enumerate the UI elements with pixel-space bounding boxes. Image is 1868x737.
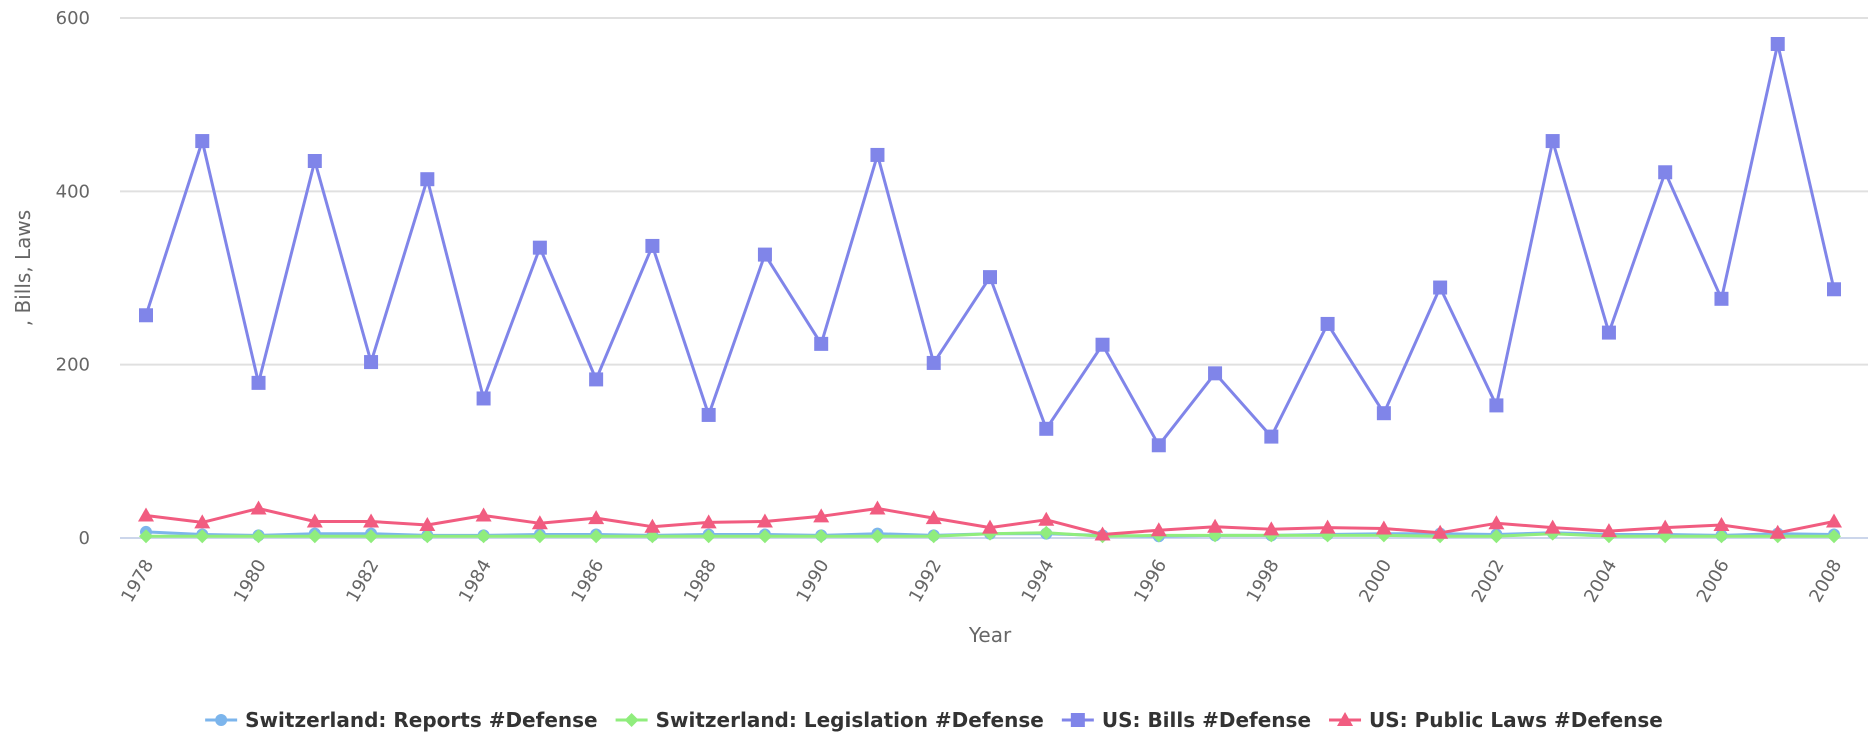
data-point bbox=[1038, 512, 1054, 526]
data-point bbox=[758, 248, 772, 262]
y-axis-title: , Bills, Laws bbox=[11, 210, 35, 326]
legend-label: US: Bills #Defense bbox=[1102, 708, 1311, 732]
data-point bbox=[1827, 282, 1841, 296]
data-point bbox=[1658, 165, 1672, 179]
data-point bbox=[588, 510, 604, 524]
x-tick-label: 2006 bbox=[1693, 556, 1734, 606]
x-tick-label: 2002 bbox=[1468, 556, 1509, 606]
legend-label: Switzerland: Reports #Defense bbox=[245, 708, 597, 732]
x-tick-label: 1984 bbox=[455, 556, 496, 606]
data-point bbox=[1546, 134, 1560, 148]
x-tick-label: 1988 bbox=[680, 556, 721, 606]
data-point bbox=[1208, 366, 1222, 380]
y-axis-tick-labels: 0 200 400 600 bbox=[56, 8, 90, 549]
x-axis-tick-labels: 1978 1980 1982 1984 1986 1988 1990 1992 1994 1996… bbox=[117, 556, 1846, 606]
series-line bbox=[146, 44, 1834, 445]
data-point bbox=[1321, 317, 1335, 331]
legend: Switzerland: Reports #Defense Switzerland… bbox=[205, 708, 1663, 732]
data-point bbox=[251, 501, 267, 515]
legend-item[interactable]: US: Public Laws #Defense bbox=[1329, 708, 1663, 732]
x-tick-label: 2000 bbox=[1355, 556, 1396, 606]
data-point bbox=[138, 507, 154, 521]
data-point bbox=[364, 355, 378, 369]
legend-item[interactable]: US: Bills #Defense bbox=[1062, 708, 1311, 732]
data-point bbox=[869, 501, 885, 515]
data-point bbox=[139, 308, 153, 322]
series-2 bbox=[139, 37, 1841, 452]
data-point bbox=[252, 529, 266, 543]
data-point bbox=[589, 372, 603, 386]
data-point bbox=[1039, 422, 1053, 436]
y-tick-label: 200 bbox=[56, 355, 90, 376]
x-tick-label: 1982 bbox=[342, 556, 383, 606]
x-tick-label: 1980 bbox=[230, 556, 271, 606]
y-tick-label: 400 bbox=[56, 181, 90, 202]
legend-item[interactable]: Switzerland: Legislation #Defense bbox=[616, 708, 1044, 732]
data-point bbox=[1771, 37, 1785, 51]
data-point bbox=[477, 391, 491, 405]
data-point bbox=[1152, 438, 1166, 452]
data-point bbox=[1714, 529, 1728, 543]
legend-item[interactable]: Switzerland: Reports #Defense bbox=[205, 708, 597, 732]
data-point bbox=[702, 408, 716, 422]
data-point bbox=[814, 337, 828, 351]
legend-marker bbox=[215, 714, 227, 726]
data-point bbox=[927, 356, 941, 370]
data-point bbox=[1433, 281, 1447, 295]
plot-area bbox=[138, 37, 1842, 543]
x-tick-label: 2004 bbox=[1580, 556, 1621, 606]
x-tick-label: 1978 bbox=[117, 556, 158, 606]
x-axis-title: Year bbox=[968, 623, 1012, 647]
data-point bbox=[1826, 514, 1842, 528]
y-tick-label: 0 bbox=[79, 528, 90, 549]
x-tick-label: 1996 bbox=[1130, 556, 1171, 606]
legend-marker bbox=[1071, 713, 1085, 727]
data-point bbox=[870, 148, 884, 162]
data-point bbox=[983, 270, 997, 284]
x-tick-label: 1994 bbox=[1018, 556, 1059, 606]
data-point bbox=[645, 239, 659, 253]
data-point bbox=[476, 507, 492, 521]
y-tick-label: 600 bbox=[56, 8, 90, 29]
x-tick-label: 2008 bbox=[1805, 556, 1846, 606]
data-point bbox=[814, 529, 828, 543]
data-point bbox=[195, 134, 209, 148]
data-point bbox=[420, 529, 434, 543]
data-point bbox=[1264, 430, 1278, 444]
legend-marker bbox=[625, 713, 639, 727]
data-point bbox=[308, 154, 322, 168]
data-point bbox=[477, 529, 491, 543]
x-tick-label: 1986 bbox=[567, 556, 608, 606]
data-point bbox=[927, 529, 941, 543]
x-tick-label: 1998 bbox=[1243, 556, 1284, 606]
data-point bbox=[1602, 326, 1616, 340]
x-tick-label: 1992 bbox=[905, 556, 946, 606]
data-point bbox=[533, 241, 547, 255]
data-point bbox=[1377, 406, 1391, 420]
legend-label: US: Public Laws #Defense bbox=[1369, 708, 1663, 732]
data-point bbox=[252, 376, 266, 390]
data-point bbox=[1489, 398, 1503, 412]
data-point bbox=[1714, 292, 1728, 306]
legend-label: Switzerland: Legislation #Defense bbox=[656, 708, 1044, 732]
x-tick-label: 1990 bbox=[792, 556, 833, 606]
data-point bbox=[420, 172, 434, 186]
data-point bbox=[1096, 338, 1110, 352]
